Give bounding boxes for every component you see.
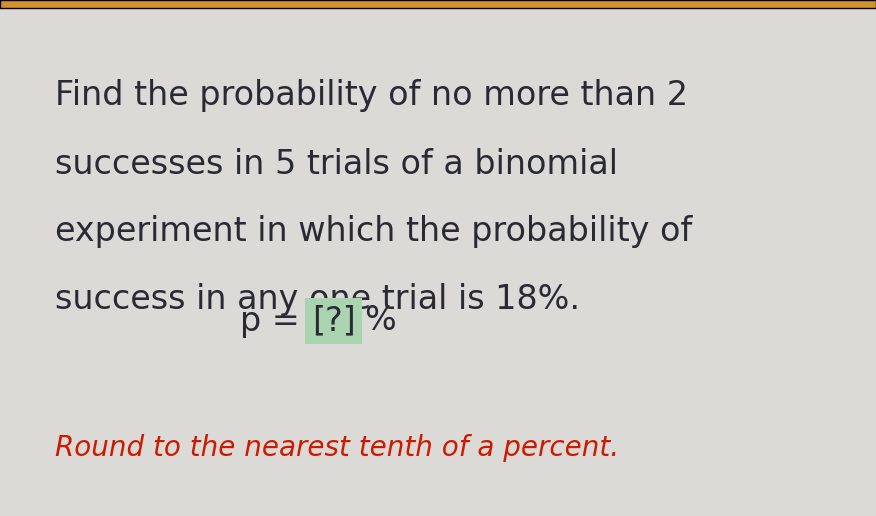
Text: success in any one trial is 18%.: success in any one trial is 18%. <box>55 283 580 316</box>
FancyBboxPatch shape <box>0 0 876 8</box>
Text: [?]: [?] <box>312 304 356 337</box>
Text: Find the probability of no more than 2: Find the probability of no more than 2 <box>55 79 689 112</box>
Text: successes in 5 trials of a binomial: successes in 5 trials of a binomial <box>55 148 618 181</box>
Text: p =: p = <box>240 304 310 337</box>
Text: %: % <box>364 304 396 337</box>
Text: experiment in which the probability of: experiment in which the probability of <box>55 216 692 249</box>
Text: Round to the nearest tenth of a percent.: Round to the nearest tenth of a percent. <box>55 434 619 462</box>
